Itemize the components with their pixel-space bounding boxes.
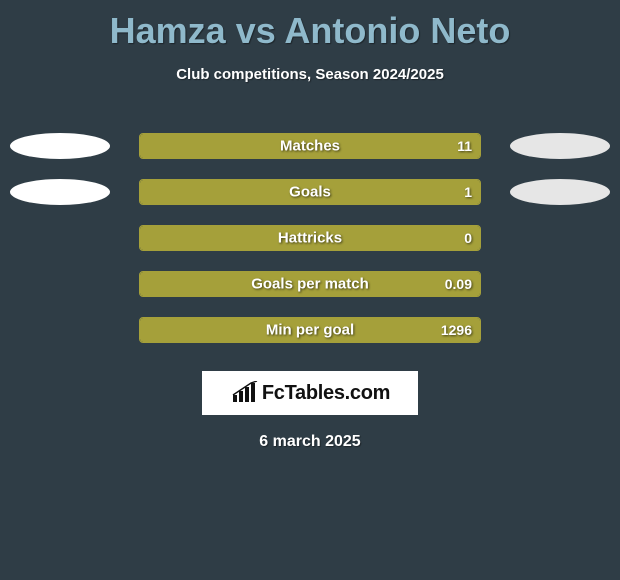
stat-value: 0 (464, 230, 472, 246)
stat-label: Hattricks (278, 230, 342, 247)
title-vs: vs (226, 10, 285, 51)
right-ellipse (510, 133, 610, 159)
stat-value: 1296 (441, 322, 472, 338)
stat-bar: Goals 1 (139, 179, 481, 205)
stat-row: Goals 1 (0, 169, 620, 215)
stat-value: 0.09 (445, 276, 472, 292)
stat-value: 1 (464, 184, 472, 200)
left-ellipse (10, 133, 110, 159)
title-left: Hamza (110, 10, 226, 51)
stat-row: Matches 11 (0, 123, 620, 169)
stat-label: Goals per match (251, 276, 369, 293)
page-title: Hamza vs Antonio Neto (0, 0, 620, 52)
brand-badge: FcTables.com (202, 371, 418, 415)
title-right: Antonio Neto (284, 10, 510, 51)
stats-rows: Matches 11 Goals 1 Hattricks 0 Goals per match… (0, 123, 620, 353)
stat-row: Min per goal 1296 (0, 307, 620, 353)
right-ellipse (510, 179, 610, 205)
left-ellipse (10, 179, 110, 205)
stat-value: 11 (457, 138, 472, 154)
stat-bar: Goals per match 0.09 (139, 271, 481, 297)
stat-row: Goals per match 0.09 (0, 261, 620, 307)
stat-label: Min per goal (266, 322, 354, 339)
subtitle: Club competitions, Season 2024/2025 (0, 66, 620, 83)
stat-label: Goals (289, 184, 331, 201)
stat-bar: Min per goal 1296 (139, 317, 481, 343)
stat-label: Matches (280, 138, 340, 155)
stat-row: Hattricks 0 (0, 215, 620, 261)
brand-text: FcTables.com (262, 382, 390, 405)
stat-bar: Hattricks 0 (139, 225, 481, 251)
stat-bar: Matches 11 (139, 133, 481, 159)
bar-chart-icon (230, 381, 258, 405)
date-text: 6 march 2025 (0, 433, 620, 451)
